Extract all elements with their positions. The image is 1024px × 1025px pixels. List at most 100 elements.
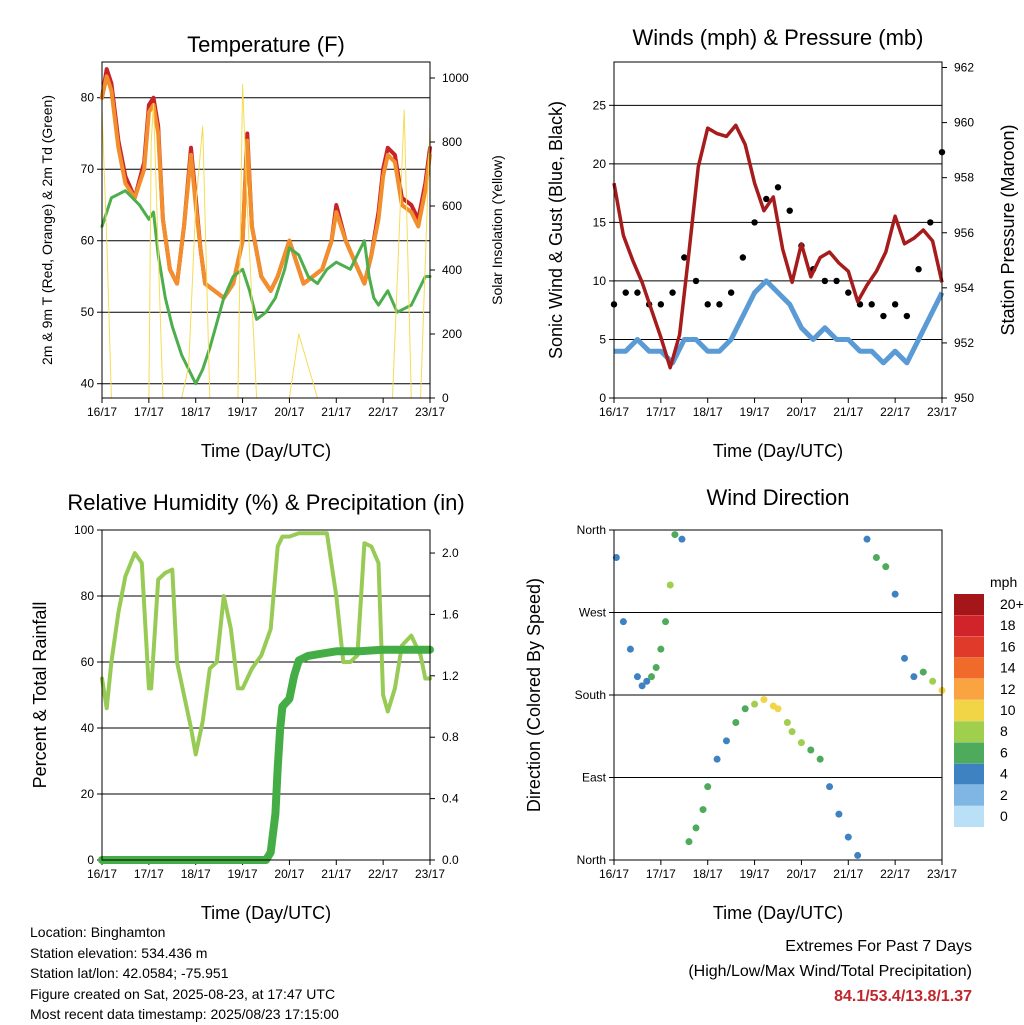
y2-tick-label: 950 — [954, 391, 974, 405]
extremes-subheading: (High/Low/Max Wind/Total Precipitation) — [688, 963, 972, 980]
y-tick-label: 20 — [81, 787, 95, 801]
y-tick-label: 80 — [81, 91, 95, 105]
y-tick-label: North — [577, 523, 606, 537]
direction-point — [901, 654, 909, 662]
y-tick-label: 60 — [81, 655, 95, 669]
x-tick-label: 20/17 — [786, 867, 816, 881]
y-tick-label: East — [582, 771, 607, 785]
gust-point — [739, 254, 747, 261]
direction-point — [872, 554, 880, 561]
direction-point — [797, 739, 805, 747]
gust-point — [880, 312, 887, 320]
legend-swatch — [954, 678, 984, 700]
x-tick-label: 20/17 — [786, 405, 816, 419]
legend-swatch — [954, 700, 984, 721]
direction-point — [662, 618, 670, 626]
gust-point — [786, 207, 793, 214]
gust-point — [681, 254, 688, 261]
series-line-2 — [100, 189, 432, 386]
legend-label: 8 — [1000, 723, 1008, 739]
direction-point — [854, 851, 862, 859]
y2-tick-label: 960 — [954, 116, 974, 130]
y-tick-label: 60 — [81, 234, 95, 248]
x-tick-label: 22/17 — [368, 867, 398, 881]
x-tick-label: 18/17 — [181, 867, 211, 881]
y2-tick-label: 200 — [442, 327, 462, 341]
x-tick-label: 17/17 — [134, 867, 164, 881]
y-tick-label: 40 — [81, 377, 95, 391]
gust-point — [763, 195, 770, 203]
direction-point — [919, 668, 927, 676]
y2-tick-label: 0.8 — [442, 730, 459, 744]
x-tick-label: 17/17 — [646, 405, 676, 419]
gust-point — [669, 289, 676, 296]
gust-point — [927, 219, 934, 226]
gust-point — [833, 277, 840, 285]
x-tick-label: 16/17 — [599, 405, 629, 419]
y2-tick-label: 956 — [954, 226, 974, 240]
x-tick-label: 18/17 — [693, 405, 723, 419]
y2-tick-label: 0.4 — [442, 792, 459, 806]
y2-tick-label: 1000 — [442, 71, 469, 85]
direction-point — [619, 618, 627, 626]
y-tick-label: South — [575, 688, 606, 702]
y2-tick-label: 1.6 — [442, 607, 459, 621]
legend-swatch — [954, 763, 984, 785]
legend-swatch — [954, 742, 984, 764]
y2-tick-label: 1.2 — [442, 669, 459, 683]
legend-title: mph — [990, 574, 1017, 590]
x-tick-label: 17/17 — [646, 867, 676, 881]
gust-point — [774, 184, 782, 191]
direction-point — [678, 535, 686, 543]
chart-title: Wind Direction — [706, 485, 849, 510]
y-axis-label: 2m & 9m T (Red, Orange) & 2m Td (Green) — [39, 95, 55, 365]
y-tick-label: 15 — [593, 215, 607, 229]
direction-point — [626, 645, 634, 653]
direction-point — [699, 806, 707, 814]
x-tick-label: 22/17 — [368, 405, 398, 419]
gust-point — [716, 301, 723, 308]
x-tick-label: 20/17 — [274, 867, 304, 881]
gust-point — [891, 301, 899, 308]
direction-point — [722, 737, 730, 745]
y2-tick-label: 400 — [442, 263, 462, 277]
x-axis-label: Time (Day/UTC) — [713, 903, 843, 923]
y2-tick-label: 2.0 — [442, 546, 459, 560]
x-tick-label: 16/17 — [87, 405, 117, 419]
y-axis-label: Percent & Total Rainfall — [30, 602, 50, 789]
x-tick-label: 23/17 — [415, 405, 445, 419]
y-tick-label: North — [577, 853, 606, 867]
legend-label: 0 — [1000, 808, 1008, 824]
y-tick-label: 50 — [81, 305, 95, 319]
x-tick-label: 21/17 — [833, 867, 863, 881]
gust-point — [903, 312, 911, 320]
y-tick-label: 20 — [593, 157, 607, 171]
legend-swatch — [954, 806, 984, 827]
x-tick-label: 21/17 — [833, 405, 863, 419]
gust-point — [622, 289, 629, 296]
y2-tick-label: 800 — [442, 135, 462, 149]
elevation-text: Station elevation: 534.436 m — [30, 944, 208, 961]
gust-point — [727, 289, 735, 296]
x-tick-label: 22/17 — [880, 867, 910, 881]
y2-tick-label: 952 — [954, 336, 974, 350]
gust-point — [915, 266, 922, 273]
legend-swatch — [954, 615, 984, 637]
legend-label: 10 — [1000, 702, 1016, 718]
direction-point — [741, 705, 749, 713]
direction-point — [657, 645, 665, 653]
x-tick-label: 19/17 — [740, 867, 770, 881]
extremes-heading: Extremes For Past 7 Days — [785, 938, 972, 955]
x-tick-label: 17/17 — [134, 405, 164, 419]
direction-point — [647, 673, 655, 681]
legend-label: 4 — [1000, 766, 1008, 782]
direction-point — [891, 590, 899, 598]
direction-point — [835, 810, 843, 818]
legend-label: 18 — [1000, 617, 1016, 633]
y2-tick-label: 600 — [442, 199, 462, 213]
direction-point — [774, 705, 782, 713]
station-info: Location: Binghamton Station elevation: … — [30, 922, 339, 1025]
y2-tick-label: 954 — [954, 281, 974, 295]
direction-point — [783, 719, 791, 726]
